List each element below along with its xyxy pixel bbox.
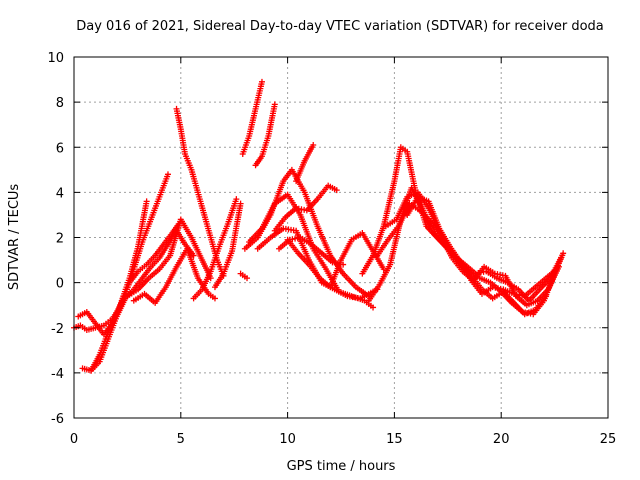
- x-tick-label: 25: [600, 432, 617, 447]
- x-tick-label: 20: [493, 432, 510, 447]
- data-point: [211, 295, 218, 302]
- series-arc-16: [271, 182, 340, 234]
- data-point: [553, 266, 560, 273]
- series-arc-4: [88, 227, 197, 374]
- x-tick-label: 15: [386, 432, 403, 447]
- data-point: [560, 250, 567, 257]
- y-tick-label: 0: [56, 277, 64, 292]
- y-axis-label: SDTVAR / TECUs: [7, 184, 22, 291]
- data-point: [370, 304, 377, 311]
- series-arc-11: [239, 78, 265, 158]
- chart-title: Day 016 of 2021, Sidereal Day-to-day VTE…: [76, 19, 604, 34]
- y-tick-label: 8: [56, 96, 64, 111]
- data-point: [143, 198, 150, 205]
- data-point: [558, 254, 565, 261]
- y-tick-label: -6: [51, 412, 64, 427]
- series-arc-5: [124, 216, 214, 300]
- series-arc-7: [173, 105, 227, 279]
- data-point: [164, 171, 171, 178]
- data-marks: [71, 78, 567, 374]
- x-axis-label: GPS time / hours: [287, 459, 396, 474]
- data-point: [543, 293, 550, 300]
- series-arc-8: [190, 196, 240, 302]
- x-tick-label: 0: [70, 432, 78, 447]
- series-arc-18: [284, 229, 387, 291]
- series-arc-9: [211, 200, 244, 291]
- data-point: [310, 141, 317, 148]
- data-point: [271, 101, 278, 108]
- grid-lines: [74, 57, 608, 418]
- series-arc-12: [252, 101, 278, 169]
- x-tick-label: 10: [279, 432, 296, 447]
- series-arc-3: [75, 198, 150, 338]
- series-arc-10: [237, 270, 251, 282]
- y-tick-label: 2: [56, 232, 64, 247]
- data-point: [237, 200, 244, 207]
- axis-ticks: 0 5 10 15 20 25 -6 -4 -2 0 2 4 6 8 10: [47, 51, 616, 447]
- data-point: [233, 196, 240, 203]
- data-point: [244, 275, 251, 282]
- y-tick-label: -4: [51, 367, 64, 382]
- data-point: [333, 187, 340, 194]
- y-tick-label: -2: [51, 322, 64, 337]
- y-tick-label: 6: [56, 141, 64, 156]
- y-tick-label: 10: [47, 51, 64, 66]
- data-point: [258, 78, 265, 85]
- y-tick-label: 4: [56, 186, 64, 201]
- x-tick-label: 5: [177, 432, 185, 447]
- series-arc-24: [404, 193, 560, 300]
- series-arc-19: [293, 141, 317, 185]
